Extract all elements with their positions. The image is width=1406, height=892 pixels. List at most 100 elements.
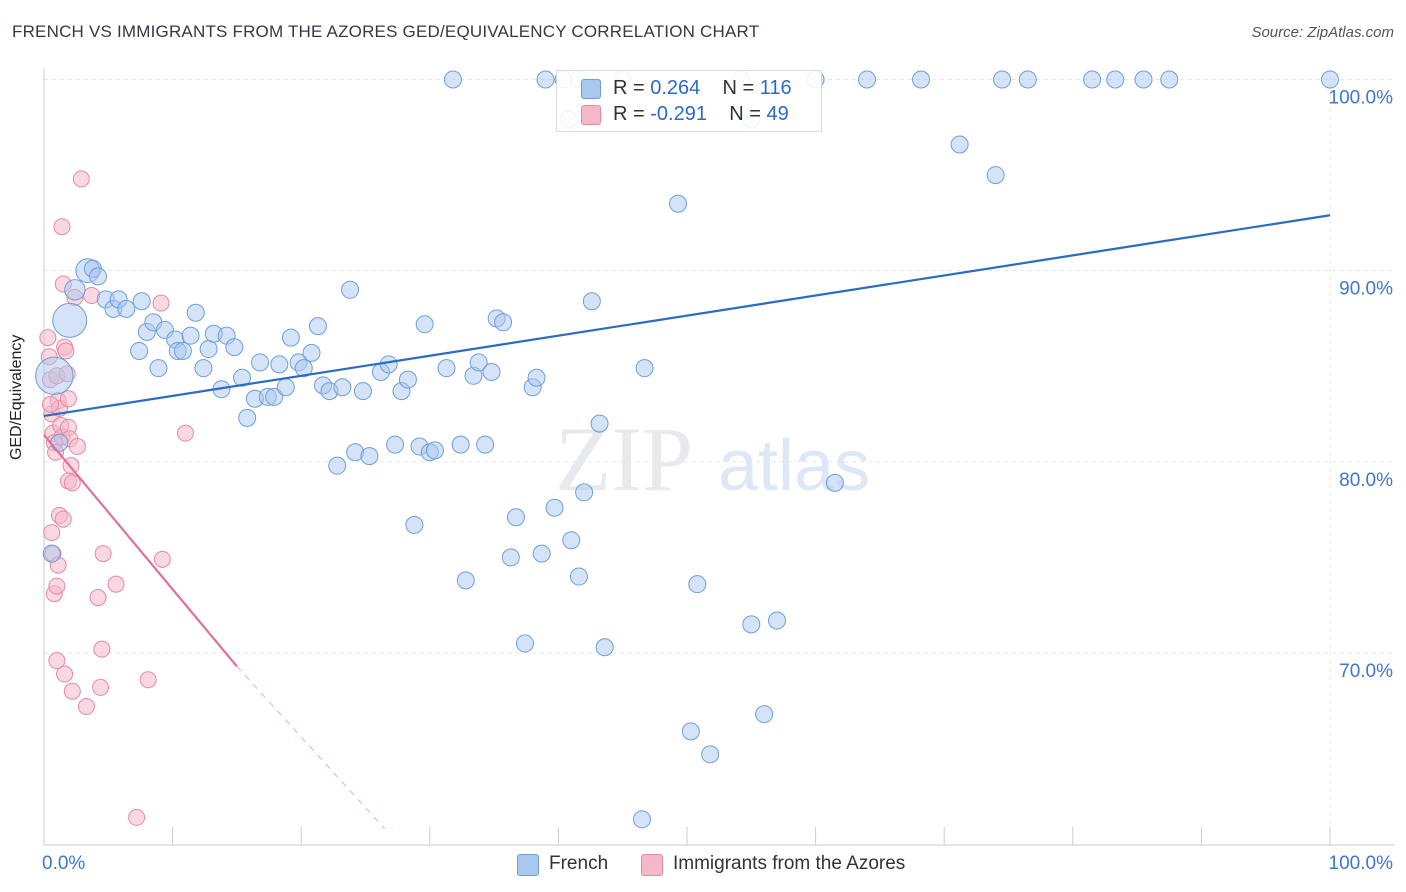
series-legend: French Immigrants from the Azores [0, 852, 1406, 878]
azores-point [89, 589, 107, 607]
french-point [590, 414, 609, 433]
azores-point [48, 577, 66, 595]
azores-point [153, 550, 171, 568]
french-point [582, 292, 601, 311]
legend-swatch-french [581, 79, 601, 99]
y-tick-label-70: 70.0% [1339, 661, 1393, 682]
azores-point [93, 640, 111, 658]
azores-point [68, 438, 86, 456]
french-point [199, 340, 218, 359]
french-point [469, 353, 488, 372]
french-point [186, 303, 205, 322]
legend-french-n: 116 [759, 77, 792, 99]
y-tick-label-90: 90.0% [1339, 279, 1393, 300]
french-point [437, 359, 456, 378]
azores-points [39, 170, 194, 826]
french-point [64, 279, 86, 301]
french-point [562, 531, 581, 550]
french-point [52, 302, 88, 338]
azores-point [57, 342, 75, 360]
french-point [443, 70, 462, 89]
french-point [1321, 70, 1339, 89]
watermark: ZIP atlas [555, 408, 870, 510]
legend-n-label: N = [722, 77, 755, 99]
french-point [117, 299, 136, 318]
french-point [635, 359, 654, 378]
french-point [506, 508, 525, 527]
french-point [251, 353, 270, 372]
french-point [825, 473, 844, 492]
french-point [755, 705, 774, 724]
french-point [482, 362, 501, 381]
french-point [451, 435, 470, 454]
french-point [233, 368, 252, 387]
french-point [701, 745, 720, 764]
french-point [149, 359, 168, 378]
french-point [515, 634, 534, 653]
azores-point [48, 652, 66, 670]
azores-trendline [43, 434, 238, 668]
source-label: Source: ZipAtlas.com [1251, 24, 1394, 41]
azores-point [53, 218, 71, 236]
french-point [575, 483, 594, 502]
french-point [132, 292, 151, 311]
legend-azores-n: 49 [766, 103, 789, 125]
x-tick-label-max: 100.0% [1329, 853, 1394, 874]
french-point [89, 267, 108, 286]
french-point [993, 70, 1012, 89]
french-point [768, 611, 787, 630]
french-point [294, 359, 313, 378]
french-point [50, 433, 69, 452]
azores-point [54, 510, 72, 528]
french-point [858, 70, 877, 89]
french-point [281, 328, 300, 347]
french-point [545, 498, 564, 517]
chart-title: FRENCH VS IMMIGRANTS FROM THE AZORES GED… [12, 22, 760, 41]
y-tick-label-100: 100.0% [1329, 88, 1394, 109]
french-point [527, 368, 546, 387]
french-point [360, 447, 379, 466]
french-point [742, 615, 761, 634]
french-point [194, 359, 213, 378]
french-point [130, 341, 149, 360]
legend-azores-r: -0.291 [650, 103, 707, 125]
azores-point [139, 671, 157, 689]
x-tick-label-min: 0.0% [42, 853, 85, 874]
legend-r-label: R = [613, 77, 645, 99]
french-point [398, 370, 417, 389]
legend-french-r: 0.264 [650, 77, 701, 99]
french-point [1083, 70, 1102, 89]
french-point [270, 355, 289, 374]
azores-point [107, 575, 125, 593]
french-point [986, 166, 1005, 185]
french-point [181, 326, 200, 345]
azores-point [77, 698, 95, 716]
azores-trendline-extension [236, 666, 386, 830]
french-point [1160, 70, 1179, 89]
french-point [569, 567, 588, 586]
french-point [302, 343, 321, 362]
stats-legend: R = 0.264 N = 116 R = -0.291 N = 49 [556, 70, 822, 132]
azores-point [176, 424, 194, 442]
french-point [532, 544, 551, 563]
french-point [595, 638, 614, 657]
azores-point [59, 390, 77, 408]
french-point [415, 315, 434, 334]
azores-point [41, 395, 59, 413]
trendlines [43, 214, 1331, 830]
french-point [225, 338, 244, 357]
tick-labels: 70.0% 80.0% 90.0% 100.0% 0.0% 100.0% [42, 88, 1393, 875]
french-point [1106, 70, 1125, 89]
french-point [1018, 70, 1037, 89]
french-point [950, 135, 969, 154]
y-tick-label-80: 80.0% [1339, 470, 1393, 491]
legend-r-label: R = [613, 103, 645, 125]
french-point [333, 378, 352, 397]
french-point [425, 441, 444, 460]
legend-label-french: French [549, 853, 609, 874]
french-point [308, 317, 327, 336]
french-point [536, 70, 555, 89]
azores-point [152, 294, 170, 312]
french-point [386, 435, 405, 454]
legend-swatch-azores [581, 105, 601, 125]
